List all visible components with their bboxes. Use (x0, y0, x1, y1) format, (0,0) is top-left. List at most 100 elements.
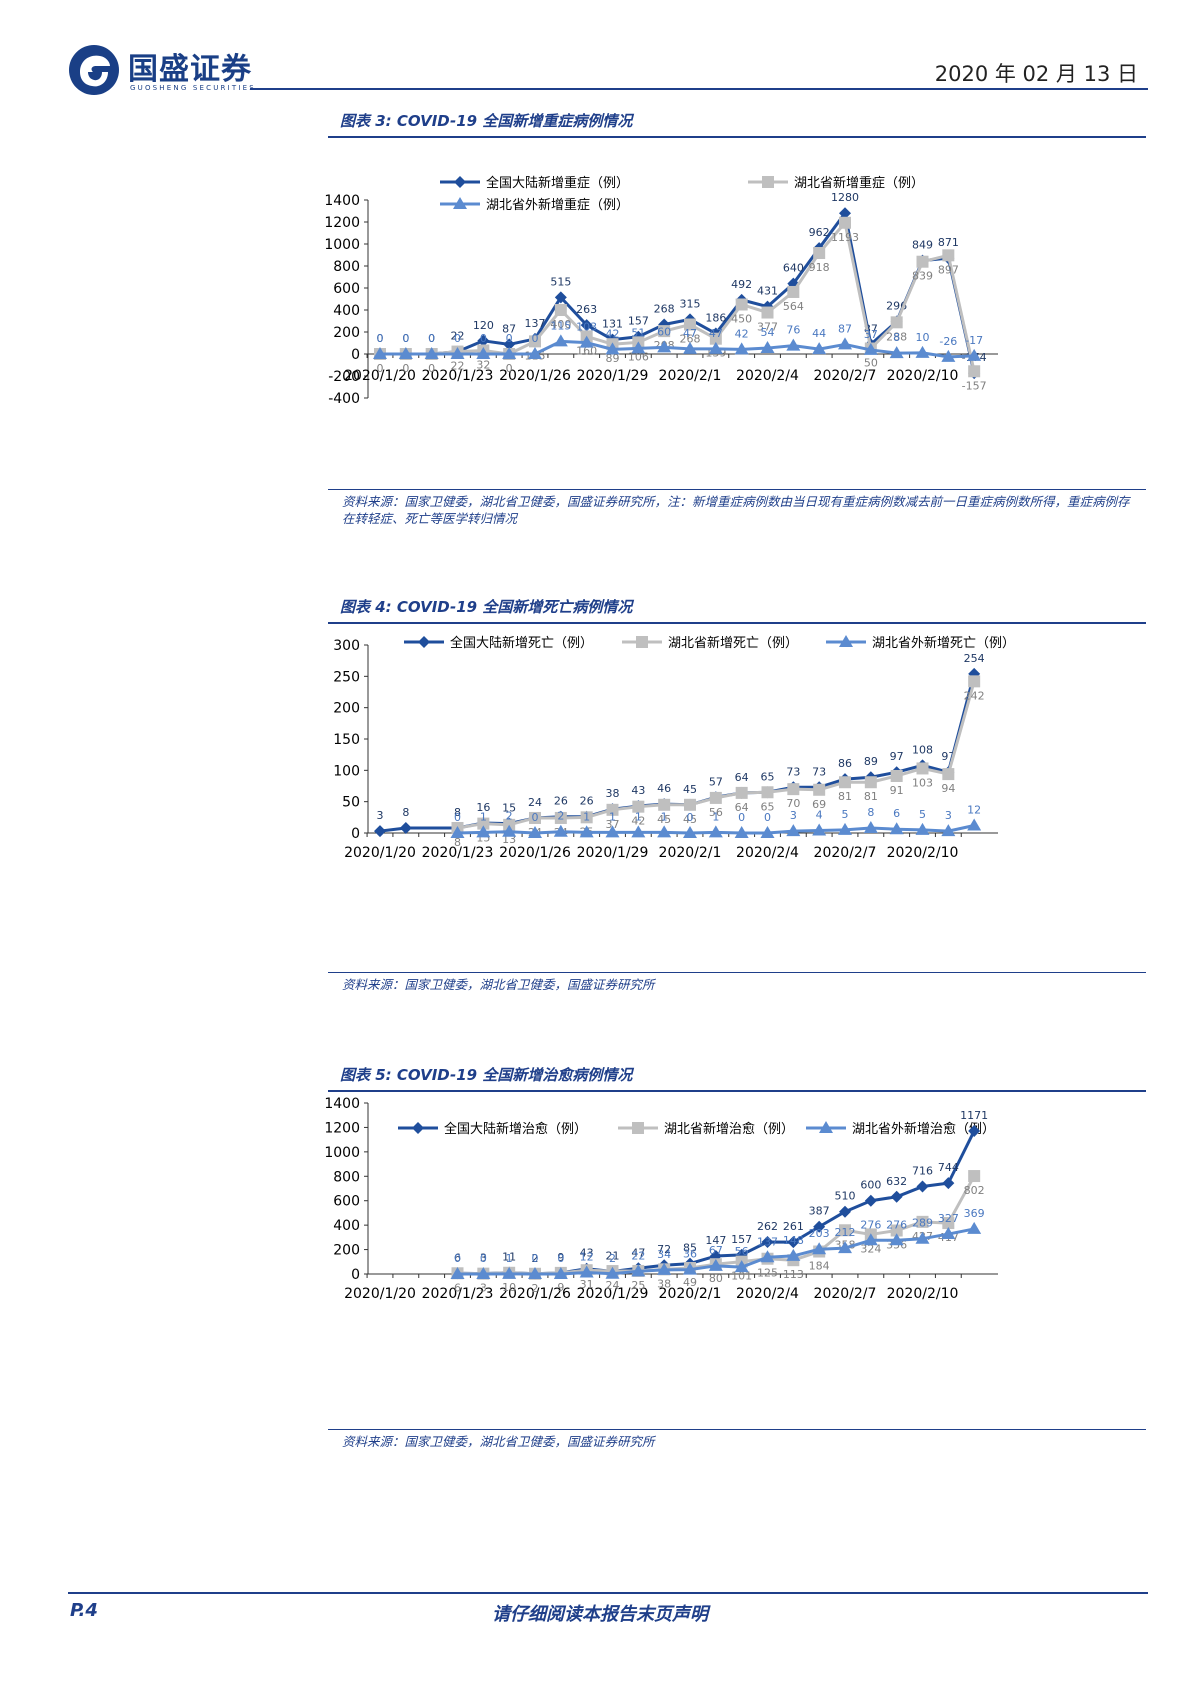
data-label: 6 (893, 807, 900, 820)
data-label: 42 (631, 815, 645, 828)
data-label: 21 (606, 1249, 620, 1262)
y-tick-label: 1400 (324, 1096, 360, 1112)
data-point (684, 798, 696, 811)
figure-3-chart: 1400120010008006004002000-200-4002020/1/… (324, 175, 998, 407)
data-label: 0 (377, 332, 384, 345)
x-tick-label: 2020/2/4 (736, 368, 799, 384)
data-label: 131 (602, 318, 623, 331)
data-label: 1 (661, 810, 668, 823)
data-label: 0 (428, 362, 435, 375)
data-label: 1 (609, 810, 616, 823)
y-tick-label: 800 (333, 259, 360, 275)
data-label: 2 (532, 1282, 539, 1295)
data-point (657, 825, 672, 838)
figure-4-source: 资料来源：国家卫健委，湖北省卫健委，国盛证券研究所 (342, 977, 655, 992)
data-label: 65 (761, 770, 775, 783)
data-label: 43 (580, 1247, 594, 1260)
data-label: 97 (890, 750, 904, 763)
data-label: 212 (835, 1226, 856, 1239)
data-label: 289 (912, 1217, 933, 1230)
legend-label: 湖北省新增重症（例） (794, 175, 924, 191)
legend-marker (839, 635, 853, 647)
data-point (605, 342, 620, 355)
data-label: 6 (454, 1251, 461, 1264)
data-point (761, 786, 774, 799)
data-label: 148 (783, 1234, 804, 1247)
data-label: 1280 (831, 191, 859, 204)
data-point (528, 1267, 542, 1279)
data-point (839, 776, 851, 789)
data-point (450, 1267, 465, 1279)
data-label: 2 (557, 810, 564, 823)
data-label: 0 (454, 811, 461, 824)
data-label: 716 (912, 1165, 933, 1178)
data-label: 73 (786, 765, 800, 778)
data-label: 515 (550, 275, 571, 288)
data-label: 157 (628, 315, 649, 328)
figure-4: 图表 4: COVID-19 全国新增死亡病例情况 300 250 200 150 10… (328, 588, 1146, 992)
x-tick-label: 2020/1/20 (344, 1286, 416, 1302)
data-label: 0 (480, 1252, 487, 1265)
data-label: 16 (476, 801, 490, 814)
data-point (916, 1215, 929, 1228)
data-label: -26 (939, 335, 957, 348)
data-point (968, 675, 981, 688)
data-point (734, 1260, 749, 1273)
data-label: 203 (809, 1227, 830, 1240)
data-label: 103 (912, 776, 933, 789)
data-label: 11 (502, 1251, 516, 1264)
data-point (450, 826, 465, 838)
figure-4-bottom-rule (328, 972, 1146, 973)
data-point (915, 1231, 930, 1244)
data-point (813, 783, 826, 796)
figure-3-bottom-rule (328, 489, 1146, 490)
data-label: 12 (580, 1251, 594, 1264)
data-point (684, 318, 696, 331)
data-label: 0 (454, 1252, 461, 1265)
data-label: 0 (480, 332, 487, 345)
legend-marker (762, 176, 774, 188)
y-tick-label: 200 (333, 1243, 360, 1259)
data-point (839, 207, 851, 220)
data-label: 0 (557, 1252, 564, 1265)
data-label: 32 (476, 358, 490, 371)
data-point (398, 347, 413, 359)
data-point (838, 337, 852, 350)
data-label: 38 (657, 1277, 671, 1290)
data-label: 263 (576, 303, 597, 316)
series-line (379, 673, 976, 833)
data-label: 125 (757, 1267, 778, 1280)
x-tick-label: 2020/2/10 (887, 368, 959, 384)
data-label: 69 (812, 798, 826, 811)
legend-marker (418, 636, 430, 648)
data-label: 2 (609, 1252, 616, 1265)
x-tick-label: 2020/1/23 (422, 845, 494, 861)
data-label: 5 (842, 808, 849, 821)
data-label: 137 (525, 317, 546, 330)
data-label: 186 (705, 312, 726, 325)
data-label: 106 (628, 350, 649, 363)
data-label: 450 (731, 313, 752, 326)
data-label: 324 (860, 1242, 881, 1255)
data-point (657, 340, 672, 353)
data-point (760, 1250, 775, 1263)
data-point (554, 291, 567, 304)
data-label: 1 (712, 810, 719, 823)
y-tick-label: 600 (333, 1194, 360, 1210)
data-label: 10 (502, 1281, 516, 1294)
data-point (915, 345, 930, 358)
data-point (657, 1262, 672, 1275)
data-point (838, 822, 852, 835)
data-label: 47 (631, 1246, 645, 1259)
data-label: 0 (428, 332, 435, 345)
data-label: 0 (506, 332, 513, 345)
y-tick-label: 300 (333, 638, 360, 654)
x-tick-label: 2020/1/26 (499, 845, 571, 861)
data-point (812, 823, 827, 836)
x-tick-label: 2020/2/1 (659, 368, 722, 384)
data-point (553, 1267, 568, 1279)
data-label: 42 (606, 327, 620, 340)
data-label: 369 (964, 1207, 985, 1220)
data-label: 5 (919, 808, 926, 821)
